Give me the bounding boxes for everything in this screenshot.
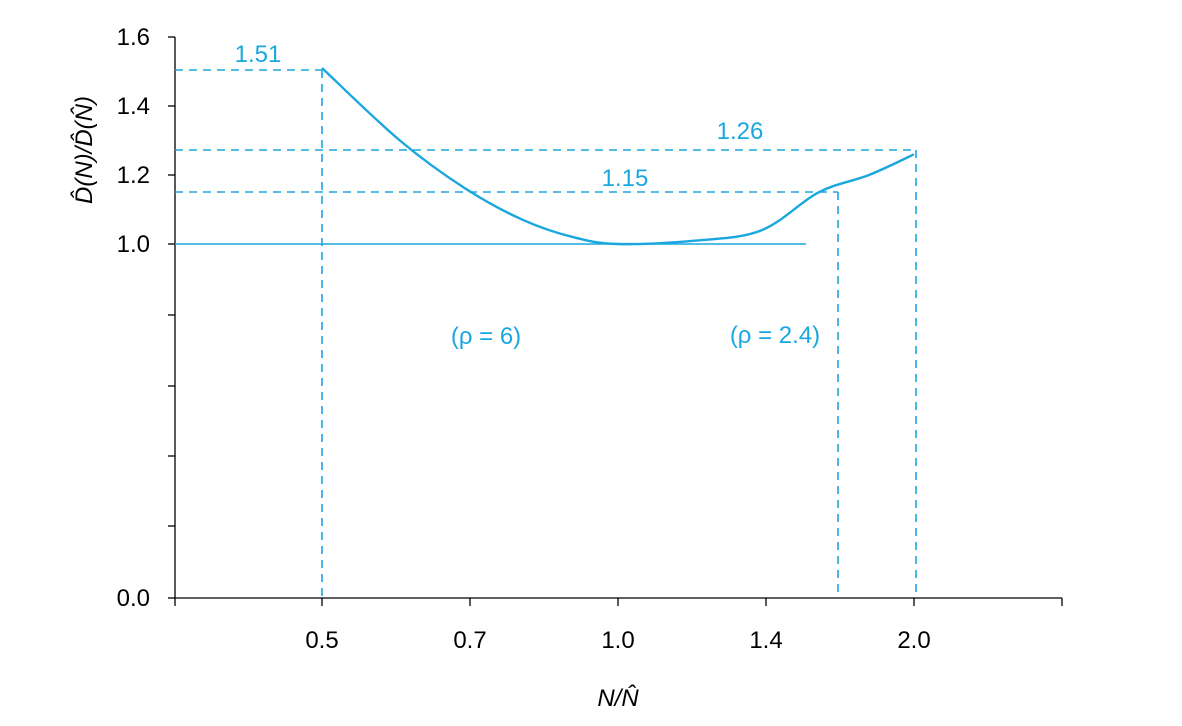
x-tick-label: 2.0	[897, 627, 930, 654]
y-tick-label: 1.4	[117, 93, 150, 120]
y-tick-label: 1.0	[117, 231, 150, 258]
series-curve	[321, 67, 915, 246]
y-axis-title: D̂(N)/D̂(N̂)	[70, 96, 98, 204]
y-tick-label: 0.0	[117, 585, 150, 612]
x-axis-title: N/N̂	[597, 684, 639, 712]
x-tick-label: 1.4	[749, 627, 782, 654]
annotation-1-51: 1.51	[235, 41, 282, 68]
y-tick-label: 1.6	[117, 24, 150, 51]
x-tick-label: 1.0	[601, 627, 634, 654]
annotation-1-26: 1.26	[717, 118, 764, 145]
annotation-rho-6: (ρ = 6)	[451, 323, 521, 350]
x-tick-label: 0.7	[453, 627, 486, 654]
x-tick-label: 0.5	[305, 627, 338, 654]
annotation-rho-2-4: (ρ = 2.4)	[730, 322, 820, 349]
annotation-1-15: 1.15	[602, 165, 649, 192]
y-tick-label: 1.2	[117, 162, 150, 189]
